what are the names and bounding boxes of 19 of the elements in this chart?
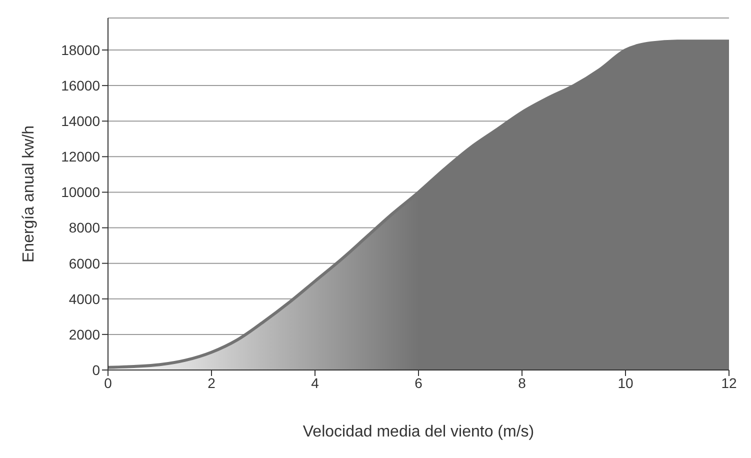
x-tick-label: 6	[414, 374, 423, 391]
y-tick-label: 12000	[61, 148, 100, 165]
x-tick-label: 2	[208, 374, 216, 391]
x-tick-label: 4	[311, 374, 320, 391]
y-tick-label: 2000	[68, 326, 100, 342]
y-tick-label: 4000	[68, 290, 100, 307]
y-tick-label: 6000	[68, 255, 100, 272]
x-tick-label: 10	[618, 374, 634, 391]
x-tick-label: 8	[518, 374, 526, 391]
y-tick-label: 14000	[61, 113, 100, 130]
y-tick-label: 16000	[61, 78, 100, 94]
y-tick-label: 10000	[61, 184, 100, 200]
y-axis-title: Energía anual kw/h	[20, 126, 38, 262]
x-tick-label: 0	[104, 374, 112, 391]
y-tick-label: 0	[92, 362, 100, 378]
y-tick-label: 18000	[61, 42, 100, 58]
x-tick-label: 12	[721, 374, 737, 391]
y-tick-label: 8000	[68, 220, 100, 236]
x-axis-title: Velocidad media del viento (m/s)	[302, 423, 534, 440]
